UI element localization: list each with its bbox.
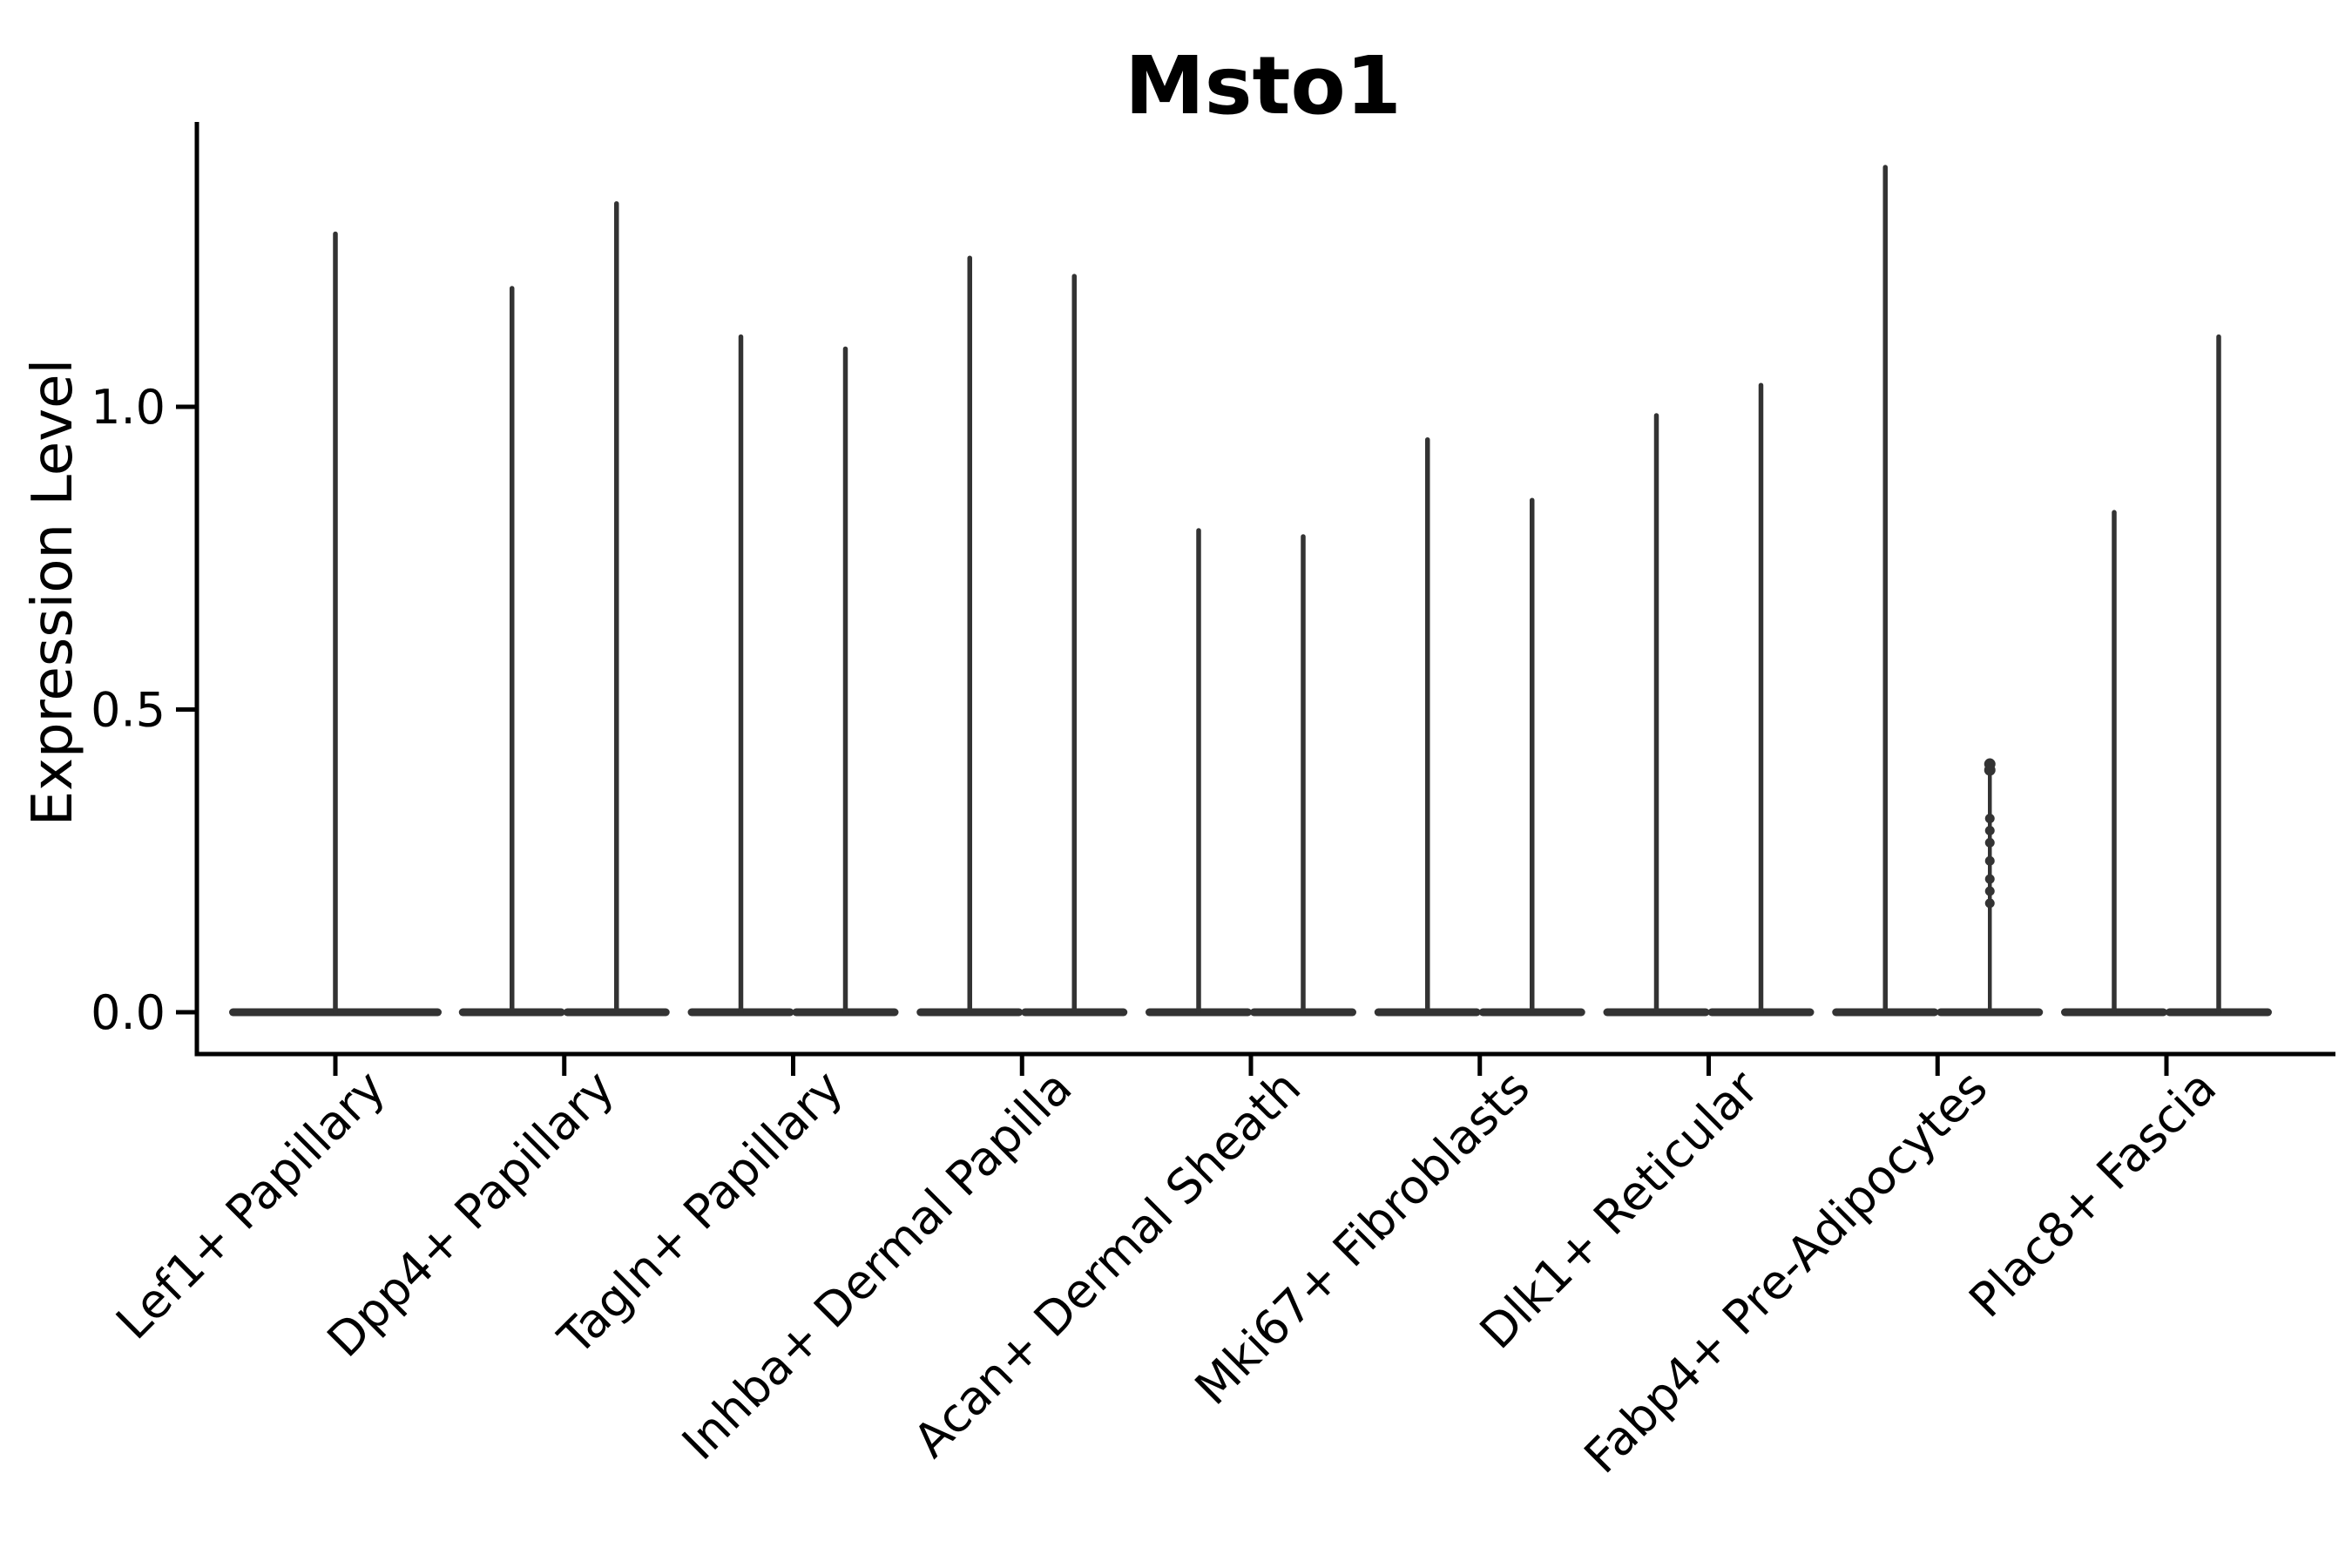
violin [1603, 413, 1710, 1017]
y-tick-label: 1.0 [91, 380, 166, 435]
y-tick-label: 0.0 [91, 985, 166, 1040]
violin [792, 346, 899, 1017]
violin [1478, 497, 1585, 1017]
data-point [1984, 826, 1995, 835]
y-axis-label: Expression Level [21, 359, 85, 827]
violin [1250, 534, 1356, 1017]
violin [2061, 510, 2167, 1017]
violin [229, 231, 442, 1017]
violin [1832, 165, 1939, 1017]
violin [1936, 758, 2044, 1017]
chart-title: Msto1 [1125, 39, 1402, 132]
violin [2166, 334, 2272, 1017]
violin [563, 200, 670, 1017]
y-tick-label: 0.5 [91, 683, 166, 738]
violin [687, 334, 794, 1017]
x-tick-label: Inhba+ Dermal Papilla [672, 1060, 1082, 1470]
violin [916, 255, 1024, 1017]
x-tick-label: Fabp4+ Pre-Adipocytes [1574, 1060, 1998, 1484]
violin [1707, 382, 1815, 1017]
x-tick-label: Plac8+ Fascia [1958, 1060, 2227, 1328]
violin [458, 286, 565, 1017]
axes-layer [176, 122, 2335, 1076]
violin [1021, 274, 1128, 1017]
data-point [1984, 837, 1995, 848]
data-point [1984, 855, 1995, 866]
data-point [1984, 814, 1995, 824]
data-point [1984, 898, 1995, 909]
data-point [1984, 886, 1995, 896]
violin [1146, 528, 1252, 1017]
data-point [1984, 764, 1996, 776]
x-tick-label: Acan+ Dermal Sheath [903, 1060, 1311, 1468]
violin [1374, 437, 1481, 1017]
data-point [1984, 874, 1995, 884]
violin-layer [229, 165, 2272, 1017]
